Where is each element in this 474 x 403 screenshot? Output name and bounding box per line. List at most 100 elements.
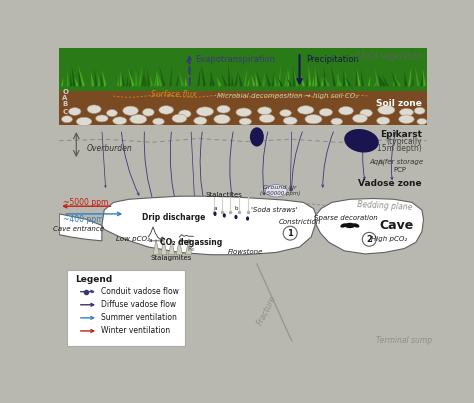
Polygon shape [287, 77, 292, 87]
Polygon shape [171, 77, 175, 87]
Ellipse shape [250, 127, 264, 147]
Polygon shape [411, 68, 415, 87]
Ellipse shape [345, 223, 356, 228]
Polygon shape [357, 69, 361, 87]
Ellipse shape [159, 106, 173, 114]
Polygon shape [147, 68, 150, 87]
Polygon shape [415, 66, 419, 87]
Text: CO₂ degassing: CO₂ degassing [160, 238, 222, 247]
Ellipse shape [340, 223, 347, 228]
Ellipse shape [172, 114, 187, 123]
Polygon shape [70, 74, 73, 87]
Polygon shape [413, 71, 417, 87]
Polygon shape [378, 74, 383, 87]
Ellipse shape [344, 129, 379, 152]
Polygon shape [185, 77, 187, 87]
Polygon shape [138, 64, 143, 87]
Polygon shape [194, 66, 196, 87]
Ellipse shape [87, 105, 101, 113]
Polygon shape [216, 66, 218, 87]
Polygon shape [312, 76, 314, 87]
Text: Precipitation: Precipitation [306, 54, 358, 64]
Polygon shape [324, 76, 330, 87]
Polygon shape [166, 74, 169, 87]
Text: High pCO₂: High pCO₂ [371, 236, 407, 242]
Polygon shape [408, 66, 411, 87]
Polygon shape [207, 64, 209, 87]
Polygon shape [110, 73, 113, 87]
Polygon shape [361, 69, 364, 87]
Polygon shape [86, 74, 89, 87]
Ellipse shape [305, 114, 322, 124]
Polygon shape [154, 71, 157, 87]
Polygon shape [249, 70, 252, 87]
Polygon shape [156, 71, 159, 87]
Polygon shape [169, 66, 172, 87]
Polygon shape [404, 71, 407, 87]
Polygon shape [420, 73, 423, 87]
Text: (~50000 ppm): (~50000 ppm) [260, 191, 301, 196]
Polygon shape [210, 69, 215, 87]
Bar [59, 48, 427, 91]
Text: Low pCO₂: Low pCO₂ [116, 236, 150, 242]
Polygon shape [67, 70, 69, 87]
Ellipse shape [239, 118, 251, 125]
Text: b: b [234, 206, 237, 211]
Polygon shape [235, 69, 238, 87]
Polygon shape [91, 71, 94, 87]
Polygon shape [179, 71, 184, 87]
Polygon shape [175, 71, 180, 87]
Ellipse shape [153, 118, 164, 125]
Polygon shape [61, 77, 64, 87]
Polygon shape [315, 199, 423, 254]
Polygon shape [179, 68, 182, 87]
Text: Legend: Legend [75, 275, 112, 284]
Polygon shape [126, 76, 128, 87]
Ellipse shape [223, 213, 226, 218]
Polygon shape [222, 70, 225, 87]
Polygon shape [265, 70, 268, 87]
Polygon shape [266, 73, 271, 87]
Ellipse shape [62, 116, 73, 123]
Text: Sparse decoration: Sparse decoration [314, 215, 378, 221]
Text: A: A [63, 95, 68, 101]
Polygon shape [336, 73, 342, 87]
Polygon shape [100, 74, 103, 87]
Text: Epikarst: Epikarst [380, 130, 422, 139]
Bar [59, 87, 427, 95]
Text: Drip discharge: Drip discharge [142, 213, 206, 222]
Text: Soil zone: Soil zone [376, 99, 422, 108]
Ellipse shape [236, 108, 251, 116]
Polygon shape [210, 71, 212, 87]
Polygon shape [306, 76, 308, 87]
Ellipse shape [265, 185, 287, 197]
Ellipse shape [179, 110, 191, 118]
Ellipse shape [280, 110, 292, 116]
Ellipse shape [196, 107, 213, 116]
Text: b: b [179, 238, 182, 243]
Polygon shape [191, 66, 193, 87]
Polygon shape [161, 239, 167, 255]
Text: ~400 ppm: ~400 ppm [63, 215, 104, 224]
Polygon shape [262, 73, 264, 87]
Text: C: C [63, 109, 67, 115]
Polygon shape [150, 75, 153, 87]
Polygon shape [293, 69, 299, 87]
Polygon shape [287, 68, 290, 87]
Polygon shape [255, 73, 258, 87]
Ellipse shape [235, 215, 237, 219]
Polygon shape [272, 71, 274, 87]
Polygon shape [329, 69, 333, 87]
Text: O: O [63, 89, 68, 95]
Polygon shape [316, 70, 320, 87]
Text: Cave: Cave [379, 219, 413, 232]
Text: (typically: (typically [386, 137, 422, 146]
Polygon shape [217, 77, 221, 87]
Polygon shape [368, 75, 370, 87]
Polygon shape [395, 77, 401, 87]
Ellipse shape [130, 114, 147, 124]
Polygon shape [301, 75, 305, 87]
Polygon shape [374, 77, 378, 87]
Polygon shape [362, 69, 367, 87]
Polygon shape [129, 68, 131, 87]
